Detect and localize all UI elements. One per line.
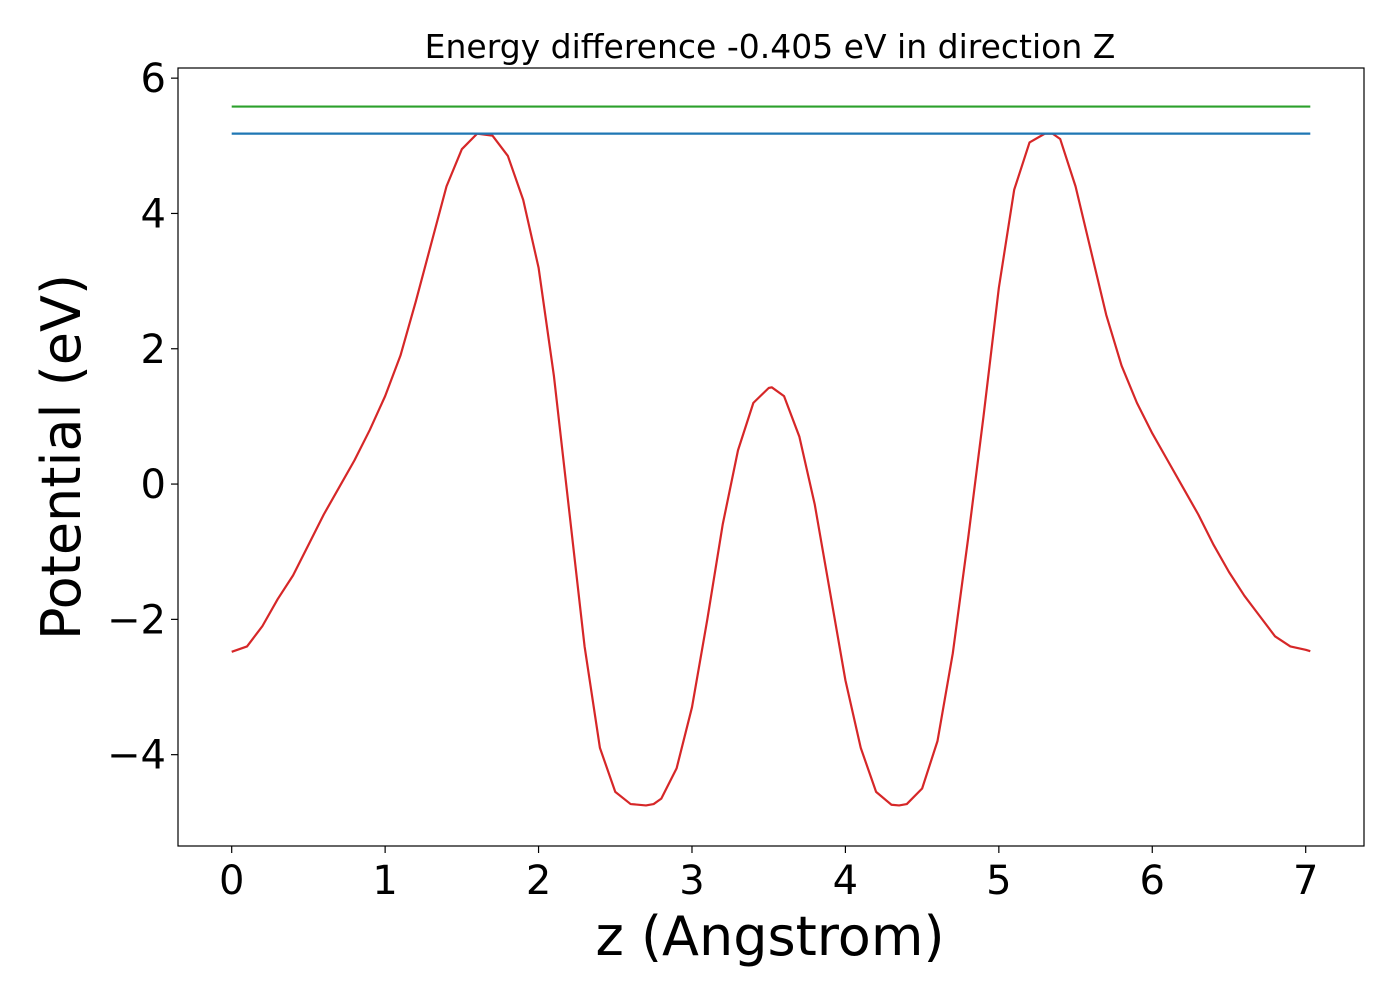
x-tick-label: 7 [1293,858,1318,904]
plot-layer [231,105,1311,807]
x-tick-label: 2 [526,858,551,904]
y-tick-label: 0 [141,462,166,508]
x-axis-label: z (Angstrom) [595,905,944,968]
x-axis-ticks: 0 1 2 3 4 5 6 7 [219,846,1318,904]
y-tick-label: −2 [107,597,166,643]
x-tick-label: 1 [372,858,397,904]
y-axis-ticks: −4 −2 0 2 4 6 [107,56,178,779]
y-tick-label: 2 [141,327,166,373]
x-tick-label: 5 [986,858,1011,904]
y-tick-label: 6 [141,56,166,102]
plot-frame [177,67,1365,847]
x-tick-label: 3 [679,858,704,904]
x-tick-label: 4 [833,858,858,904]
y-tick-label: 4 [141,191,166,237]
chart-title: Energy difference -0.405 eV in direction… [425,27,1116,66]
series-line-0 [231,132,1311,807]
x-tick-label: 0 [219,858,244,904]
x-tick-label: 6 [1140,858,1165,904]
y-axis-label: Potential (eV) [30,274,93,640]
y-tick-label: −4 [107,733,166,779]
